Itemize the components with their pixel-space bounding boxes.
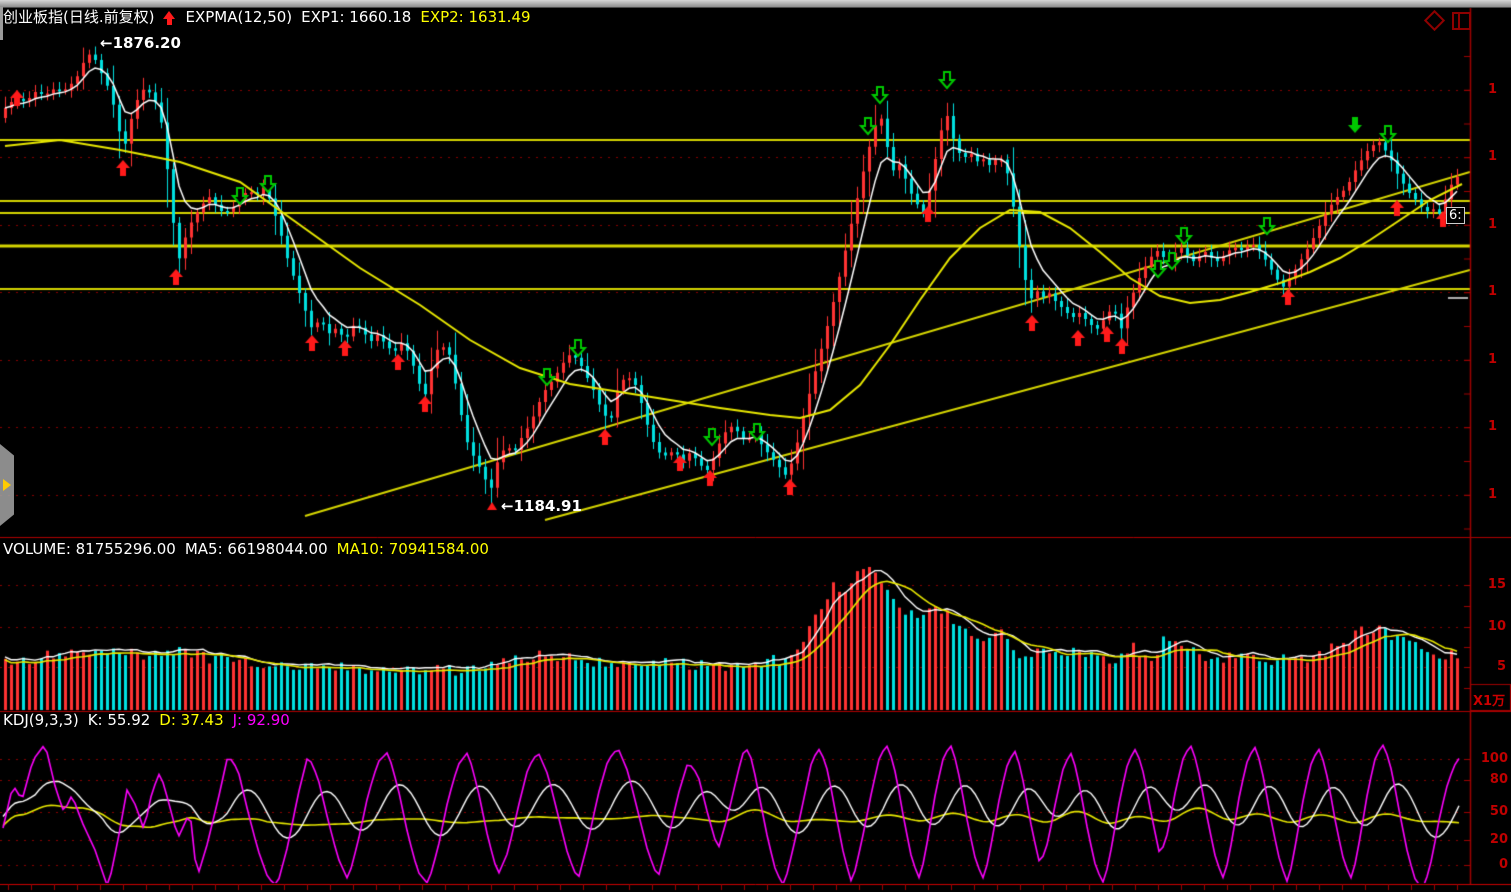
kdj-panel-header: KDJ(9,3,3) K: 55.92 D: 37.43 J: 92.90 xyxy=(3,712,290,729)
split-window-icon[interactable] xyxy=(1452,12,1471,30)
volume-panel-header: VOLUME: 81755296.00 MA5: 66198044.00 MA1… xyxy=(3,541,489,558)
volume-ma5-value: MA5: 66198044.00 xyxy=(184,540,328,558)
kdj-k-value: K: 55.92 xyxy=(87,711,151,729)
exp1-value: EXP1: 1660.18 xyxy=(301,8,412,26)
volume-axis-label: 5 xyxy=(1496,659,1506,674)
price-axis-label: 1 xyxy=(1488,149,1498,164)
kdj-d-value: D: 37.43 xyxy=(159,711,224,729)
volume-value[interactable]: VOLUME: 81755296.00 xyxy=(3,540,176,558)
price-axis-label: 1 xyxy=(1488,217,1498,232)
kdj-axis-label: 20 xyxy=(1489,832,1508,847)
indicator-name[interactable]: EXPMA(12,50) xyxy=(185,8,293,26)
price-axis-label: 1 xyxy=(1488,419,1498,434)
instrument-title[interactable]: 创业板指(日线.前复权) xyxy=(3,8,155,26)
kdj-indicator-name[interactable]: KDJ(9,3,3) xyxy=(3,711,79,729)
kdj-j-value: J: 92.90 xyxy=(232,711,290,729)
exp2-value: EXP2: 1631.49 xyxy=(420,8,531,26)
price-axis-label: 1 xyxy=(1488,284,1498,299)
low-price-annotation: ←1184.91 xyxy=(501,497,582,515)
buy-signal-up-icon xyxy=(163,10,176,25)
volume-axis-label: 15 xyxy=(1487,577,1506,592)
window-left-border xyxy=(0,7,3,40)
volume-ma10-value: MA10: 70941584.00 xyxy=(336,540,489,558)
volume-unit-label: X1万 xyxy=(1473,694,1506,709)
high-price-annotation: ←1876.20 xyxy=(100,34,181,52)
kdj-axis-label: 80 xyxy=(1489,772,1508,787)
volume-axis-label: 10 xyxy=(1487,619,1506,634)
current-price-tag: 6: xyxy=(1446,207,1465,224)
price-axis-label: 1 xyxy=(1488,82,1498,97)
kdj-axis-label: 50 xyxy=(1489,804,1508,819)
price-axis-label: 1 xyxy=(1488,487,1498,502)
sidebar-expander-tab[interactable] xyxy=(0,444,14,526)
window-titlebar-edge xyxy=(0,0,1511,8)
main-panel-header: 创业板指(日线.前复权) EXPMA(12,50) EXP1: 1660.18 … xyxy=(3,9,531,26)
kdj-axis-label: 100 xyxy=(1480,751,1508,766)
kdj-axis-label: 0 xyxy=(1498,857,1508,872)
expand-right-icon xyxy=(3,479,11,491)
price-axis-label: 1 xyxy=(1488,352,1498,367)
